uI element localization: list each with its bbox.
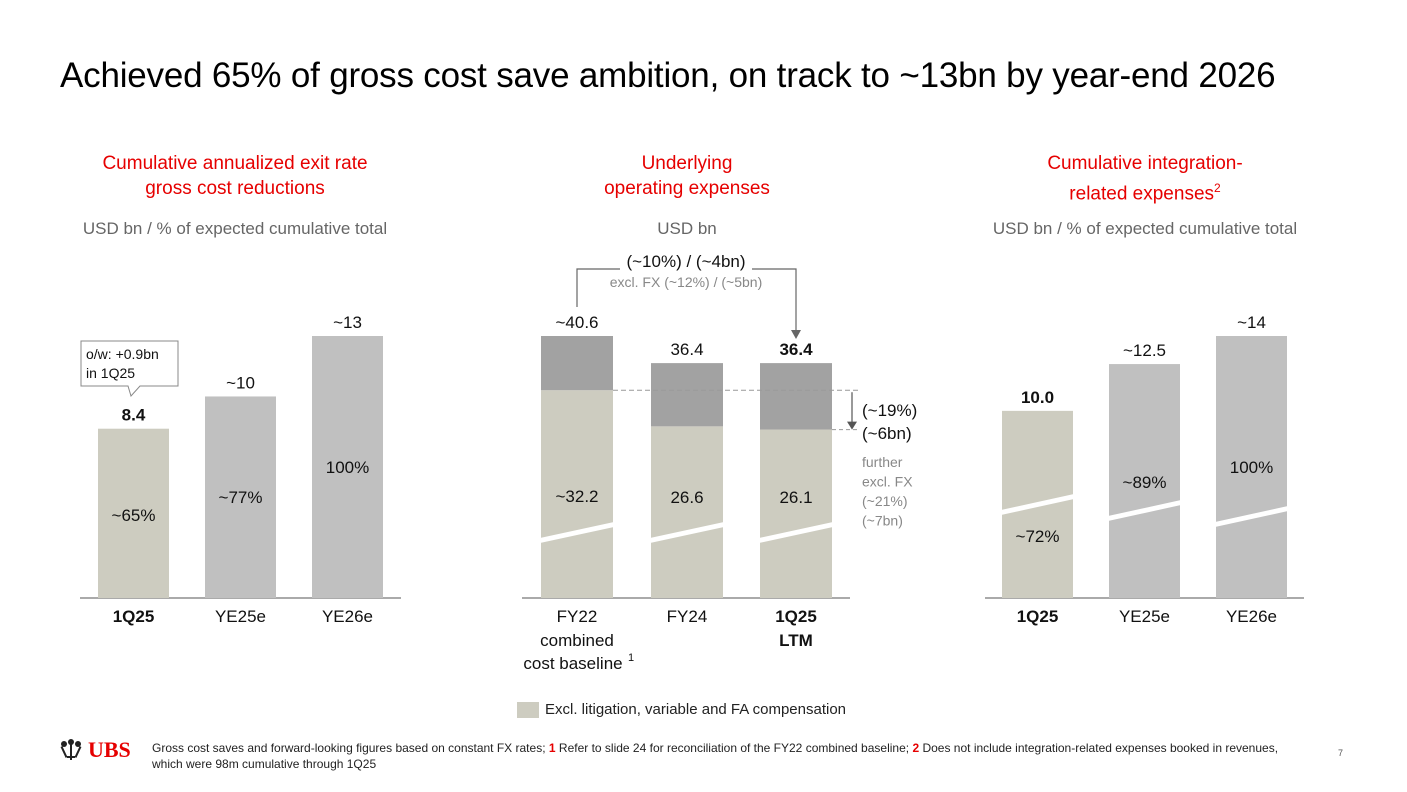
middle-further-0: further bbox=[862, 454, 903, 470]
left-value-label: 8.4 bbox=[122, 406, 146, 425]
left-bar-YE25e bbox=[205, 396, 276, 598]
middle-bracket-arrow bbox=[791, 330, 801, 339]
footnote-part1: Gross cost saves and forward-looking fig… bbox=[152, 741, 549, 755]
right-panel-unit: USD bn / % of expected cumulative total bbox=[992, 219, 1298, 238]
left-panel-unit: USD bn / % of expected cumulative total bbox=[82, 219, 388, 238]
legend-label: Excl. litigation, variable and FA compen… bbox=[545, 701, 847, 718]
callout-box bbox=[80, 340, 179, 397]
callout-line2: in 1Q25 bbox=[86, 365, 136, 381]
middle-further-3: (~7bn) bbox=[862, 513, 903, 529]
left-pct-label: 100% bbox=[326, 458, 369, 477]
middle-panel-unit: USD bn bbox=[657, 219, 717, 238]
right-value-label: 10.0 bbox=[1021, 388, 1054, 407]
right-subtitle-line2: related expenses bbox=[1069, 183, 1215, 205]
right-bar-YE25e bbox=[1109, 364, 1180, 598]
footnote-part3: Does not include integration-related exp… bbox=[152, 741, 1279, 771]
middle-panel-subtitle: Underlying operating expenses bbox=[512, 151, 862, 201]
page-title: Achieved 65% of gross cost save ambition… bbox=[60, 56, 1276, 95]
left-value-label: ~13 bbox=[333, 313, 362, 332]
middle-category-line2: combined bbox=[540, 631, 614, 650]
middle-bar-dark-2 bbox=[760, 363, 832, 430]
right-value-label: ~14 bbox=[1237, 313, 1266, 332]
middle-bracket-line2: excl. FX (~12%) / (~5bn) bbox=[610, 274, 763, 290]
legend-swatch bbox=[517, 701, 539, 718]
middle-side-pct: (~19%) bbox=[862, 401, 917, 420]
right-value-label: ~12.5 bbox=[1123, 341, 1166, 360]
middle-bracket-right bbox=[752, 268, 797, 332]
right-break-1 bbox=[1108, 500, 1181, 521]
middle-category-line1: 1Q25 bbox=[775, 607, 817, 626]
middle-bracket-left bbox=[576, 268, 620, 307]
middle-further-1: excl. FX bbox=[862, 474, 913, 490]
left-pct-label: ~65% bbox=[112, 506, 156, 525]
middle-bar-light-1 bbox=[651, 426, 723, 598]
middle-subtitle-line1: Underlying bbox=[641, 153, 733, 174]
logo-wordmark: UBS bbox=[88, 737, 131, 762]
footnote-n1: 1 bbox=[548, 741, 556, 755]
middle-total-label: 36.4 bbox=[670, 340, 703, 359]
right-pct-label: 100% bbox=[1230, 458, 1273, 477]
middle-break-0 bbox=[540, 522, 614, 543]
left-pct-label: ~77% bbox=[219, 488, 263, 507]
middle-category-sup: 1 bbox=[628, 652, 634, 664]
middle-total-label: 36.4 bbox=[779, 340, 813, 359]
left-value-label: ~10 bbox=[226, 373, 255, 392]
right-bar-YE26e bbox=[1216, 336, 1287, 598]
right-subtitle-line1: Cumulative integration- bbox=[1047, 153, 1243, 174]
middle-series-label: ~32.2 bbox=[555, 487, 598, 506]
page-number: 7 bbox=[1338, 748, 1344, 758]
footnote-part2: Refer to slide 24 for reconciliation of … bbox=[555, 741, 913, 755]
footnote-n2: 2 bbox=[912, 741, 920, 755]
middle-category-line1: FY22 bbox=[557, 607, 598, 626]
legend: Excl. litigation, variable and FA compen… bbox=[517, 701, 846, 718]
middle-series-label: 26.1 bbox=[779, 488, 812, 507]
right-subtitle-sup: 2 bbox=[1214, 181, 1221, 195]
right-pct-label: ~72% bbox=[1016, 527, 1060, 546]
ubs-logo: UBS bbox=[58, 737, 131, 763]
middle-subtitle-line2: operating expenses bbox=[604, 178, 770, 199]
middle-bracket-line1: (~10%) / (~4bn) bbox=[626, 252, 745, 271]
middle-category-line3: cost baseline bbox=[523, 654, 622, 673]
middle-break-2 bbox=[759, 522, 833, 543]
right-category-label: YE25e bbox=[1119, 607, 1170, 626]
left-bar-YE26e bbox=[312, 336, 383, 598]
middle-total-label: ~40.6 bbox=[555, 313, 598, 332]
middle-bar-light-2 bbox=[760, 429, 832, 598]
middle-bar-dark-1 bbox=[651, 363, 723, 427]
left-category-label: YE26e bbox=[322, 607, 373, 626]
middle-bar-light-0 bbox=[541, 390, 613, 598]
left-category-label: 1Q25 bbox=[113, 607, 155, 626]
middle-further-2: (~21%) bbox=[862, 493, 908, 509]
right-pct-label: ~89% bbox=[1123, 473, 1167, 492]
right-panel-subtitle: Cumulative integration- related expenses… bbox=[970, 151, 1320, 206]
keys-icon bbox=[60, 739, 82, 760]
left-subtitle-line1: Cumulative annualized exit rate bbox=[102, 153, 368, 174]
middle-category-line2: LTM bbox=[779, 631, 813, 650]
middle-bar-dark-0 bbox=[541, 336, 613, 391]
left-category-label: YE25e bbox=[215, 607, 266, 626]
footnote: Gross cost saves and forward-looking fig… bbox=[152, 740, 1312, 772]
right-break-2 bbox=[1215, 506, 1288, 527]
middle-break-1 bbox=[650, 522, 724, 543]
callout-line1: o/w: +0.9bn bbox=[86, 346, 159, 362]
middle-category-line1: FY24 bbox=[667, 607, 708, 626]
right-category-label: YE26e bbox=[1226, 607, 1277, 626]
middle-side-arrow-head bbox=[847, 421, 857, 430]
right-break-0 bbox=[1001, 494, 1074, 515]
middle-side-bn: (~6bn) bbox=[862, 424, 912, 443]
left-panel-subtitle: Cumulative annualized exit rate gross co… bbox=[60, 151, 410, 201]
left-subtitle-line2: gross cost reductions bbox=[145, 178, 325, 199]
middle-series-label: 26.6 bbox=[670, 488, 703, 507]
left-bar-1Q25 bbox=[98, 428, 169, 598]
callout-text: o/w: +0.9bn in 1Q25 bbox=[86, 345, 159, 383]
right-category-label: 1Q25 bbox=[1017, 607, 1059, 626]
